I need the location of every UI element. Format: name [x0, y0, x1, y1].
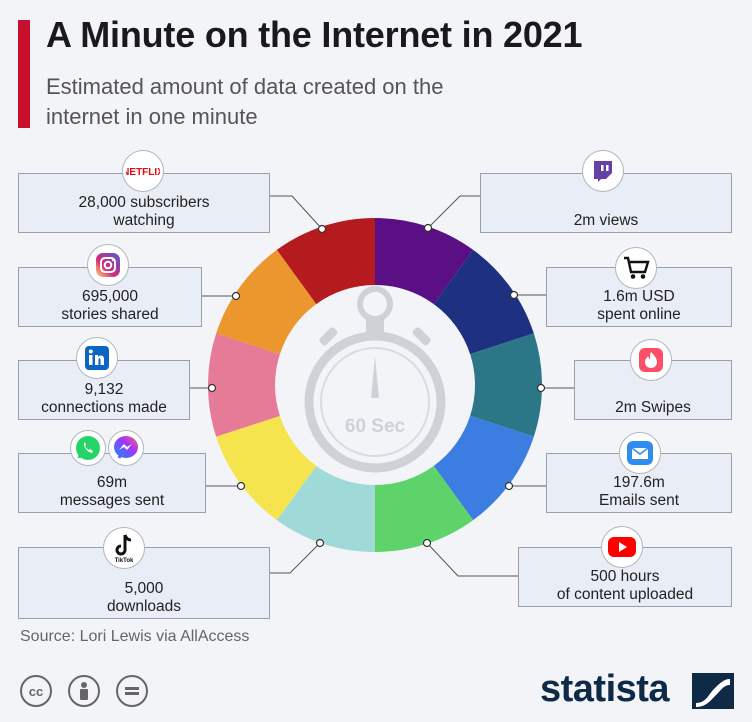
- instagram-icon: [87, 244, 129, 286]
- connector-dot: [423, 223, 433, 233]
- connector-line: [427, 195, 480, 229]
- stat-card-text: 9,132: [84, 381, 124, 398]
- donut-segment-tinder: [470, 333, 542, 437]
- whatsapp-icon: [70, 430, 106, 466]
- linkedin-icon: [76, 337, 118, 379]
- connector-dot: [504, 481, 514, 491]
- stat-card-text: 5,000: [124, 580, 164, 597]
- stat-card-text: 695,000: [81, 288, 139, 305]
- stat-card-tiktok: 5,000 downloads: [18, 547, 270, 619]
- donut-segment-netflix: [276, 218, 375, 305]
- stat-card-text: 2m Swipes: [615, 399, 691, 416]
- netflix-icon-text: NETFLIX: [126, 167, 160, 178]
- connector-line: [270, 195, 323, 230]
- source-note: Source: Lori Lewis via AllAccess: [20, 628, 250, 645]
- connector-dot: [317, 224, 327, 234]
- stat-card-text: watching: [113, 212, 175, 229]
- connector-line: [270, 542, 321, 574]
- page-subtitle: Estimated amount of data created on the …: [46, 74, 444, 129]
- stat-card-text: connections made: [41, 399, 167, 416]
- tiktok-icon: TikTok: [103, 527, 145, 569]
- statista-logo-icon[interactable]: [692, 673, 734, 709]
- tinder-icon: [630, 339, 672, 381]
- stat-card-whatsapp-messenger: 69m messages sent: [18, 453, 206, 513]
- connector-line: [426, 542, 518, 577]
- netflix-icon: NETFLIX: [122, 150, 164, 192]
- stat-card-text: 69m: [96, 474, 128, 491]
- donut-segment-shopping: [433, 249, 534, 355]
- stat-card-text: downloads: [106, 598, 182, 615]
- page-title: A Minute on the Internet in 2021: [46, 14, 583, 55]
- stat-card-text: Emails sent: [598, 492, 680, 509]
- donut-segment-youtube: [375, 465, 474, 552]
- stat-card-text: stories shared: [61, 306, 159, 323]
- donut-segment-email: [433, 415, 534, 521]
- statista-logo-text[interactable]: statista: [540, 668, 670, 710]
- stat-card-text: 2m views: [573, 212, 639, 229]
- connector-dot: [207, 383, 217, 393]
- stat-card-netflix: 28,000 subscribers watching: [18, 173, 270, 233]
- stat-card-text: 500 hours: [590, 568, 660, 585]
- center-label: 60 Sec: [345, 416, 406, 437]
- stopwatch-icon: 60 Sec: [304, 286, 446, 473]
- donut-segment-twitch: [375, 218, 474, 305]
- messenger-icon: [108, 430, 144, 466]
- stat-card-text: of content uploaded: [556, 586, 694, 603]
- title-accent-bar: [18, 20, 30, 128]
- connector-dot: [315, 538, 325, 548]
- donut-ring: [208, 218, 542, 552]
- connector-dot: [536, 383, 546, 393]
- connector-dot: [422, 538, 432, 548]
- stat-card-text: 28,000 subscribers: [78, 194, 210, 211]
- donut-segment-instagram: [216, 249, 317, 355]
- attribution-icon[interactable]: [68, 675, 100, 707]
- connector-dot: [231, 291, 241, 301]
- connector-dot: [236, 481, 246, 491]
- youtube-icon: [601, 526, 643, 568]
- donut-segment-linkedin: [208, 333, 280, 437]
- donut-segment-tiktok: [276, 465, 375, 552]
- stat-card-youtube: 500 hours of content uploaded: [518, 547, 732, 607]
- stat-card-text: 1.6m USD: [603, 288, 675, 305]
- mail-icon: [619, 432, 661, 474]
- donut-segment-whatsapp-messenger: [216, 415, 317, 521]
- connector-dot: [509, 290, 519, 300]
- stat-card-instagram: 695,000 stories shared: [18, 267, 202, 327]
- stat-card-text: 197.6m: [613, 474, 665, 491]
- twitch-icon: [582, 150, 624, 192]
- connector-lines: [190, 195, 574, 577]
- stat-card-text: messages sent: [59, 492, 165, 509]
- shopping-cart-icon: [615, 247, 657, 289]
- tiktok-icon-text: TikTok: [115, 558, 134, 564]
- stat-card-text: spent online: [597, 306, 681, 323]
- no-derivatives-icon[interactable]: [116, 675, 148, 707]
- creative-commons-icon[interactable]: cc: [20, 675, 52, 707]
